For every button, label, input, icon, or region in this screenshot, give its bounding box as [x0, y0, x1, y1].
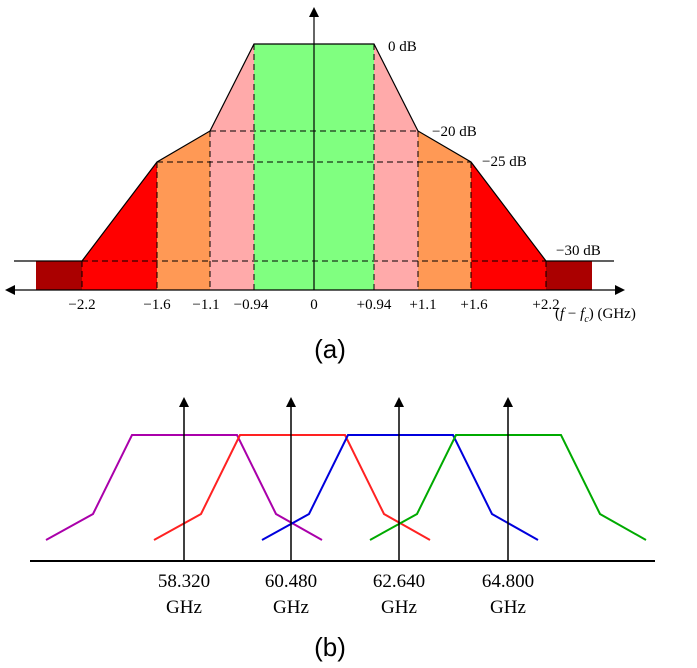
channel-unit-label: GHz	[273, 597, 309, 618]
level-label-30db: −30 dB	[556, 243, 601, 259]
tick-label: −1.1	[192, 297, 219, 313]
channel-unit-label: GHz	[166, 597, 202, 618]
band-inner-left	[210, 44, 254, 290]
panel-a: 0 dB −20 dB −25 dB −30 dB −2.2 −1.6 −1.1…	[5, 7, 636, 364]
frequency-tick-labels: −2.2 −1.6 −1.1 −0.94 0 +0.94 +1.1 +1.6 +…	[68, 297, 559, 313]
channel-freq-label: 58.320	[158, 571, 210, 592]
panel-b: 58.320 GHz 60.480 GHz 62.640 GHz 64.800 …	[30, 397, 655, 662]
panel-a-caption: (a)	[314, 334, 346, 364]
channel-freq-label: 64.800	[482, 571, 534, 592]
tick-label: +1.1	[409, 297, 436, 313]
tick-label: −0.94	[234, 297, 269, 313]
channel-freq-label: 60.480	[265, 571, 317, 592]
tick-label: −1.6	[143, 297, 171, 313]
level-label-25db: −25 dB	[482, 154, 527, 170]
level-label-20db: −20 dB	[432, 124, 477, 140]
channel-unit-label: GHz	[490, 597, 526, 618]
channel-mask-3	[261, 434, 539, 541]
band-edge-right	[546, 261, 592, 290]
band-middle-left	[157, 131, 210, 290]
band-middle-right	[418, 131, 471, 290]
level-label-0db: 0 dB	[388, 39, 417, 55]
band-edge-left	[36, 261, 82, 290]
band-inner-right	[374, 44, 418, 290]
panel-b-caption: (b)	[314, 632, 346, 662]
tick-label: −2.2	[68, 297, 95, 313]
tick-label: +2.2	[532, 297, 559, 313]
channel-unit-label: GHz	[381, 597, 417, 618]
channel-mask-2	[153, 434, 431, 541]
channel-labels: 58.320 GHz 60.480 GHz 62.640 GHz 64.800 …	[158, 571, 534, 618]
tick-label: +1.6	[460, 297, 488, 313]
band-outer-left	[82, 162, 157, 290]
tick-label: 0	[310, 297, 318, 313]
channel-freq-label: 62.640	[373, 571, 425, 592]
frequency-axis-label: (f − fc) (GHz)	[555, 306, 636, 325]
band-outer-right	[471, 162, 546, 290]
tick-label: +0.94	[357, 297, 392, 313]
